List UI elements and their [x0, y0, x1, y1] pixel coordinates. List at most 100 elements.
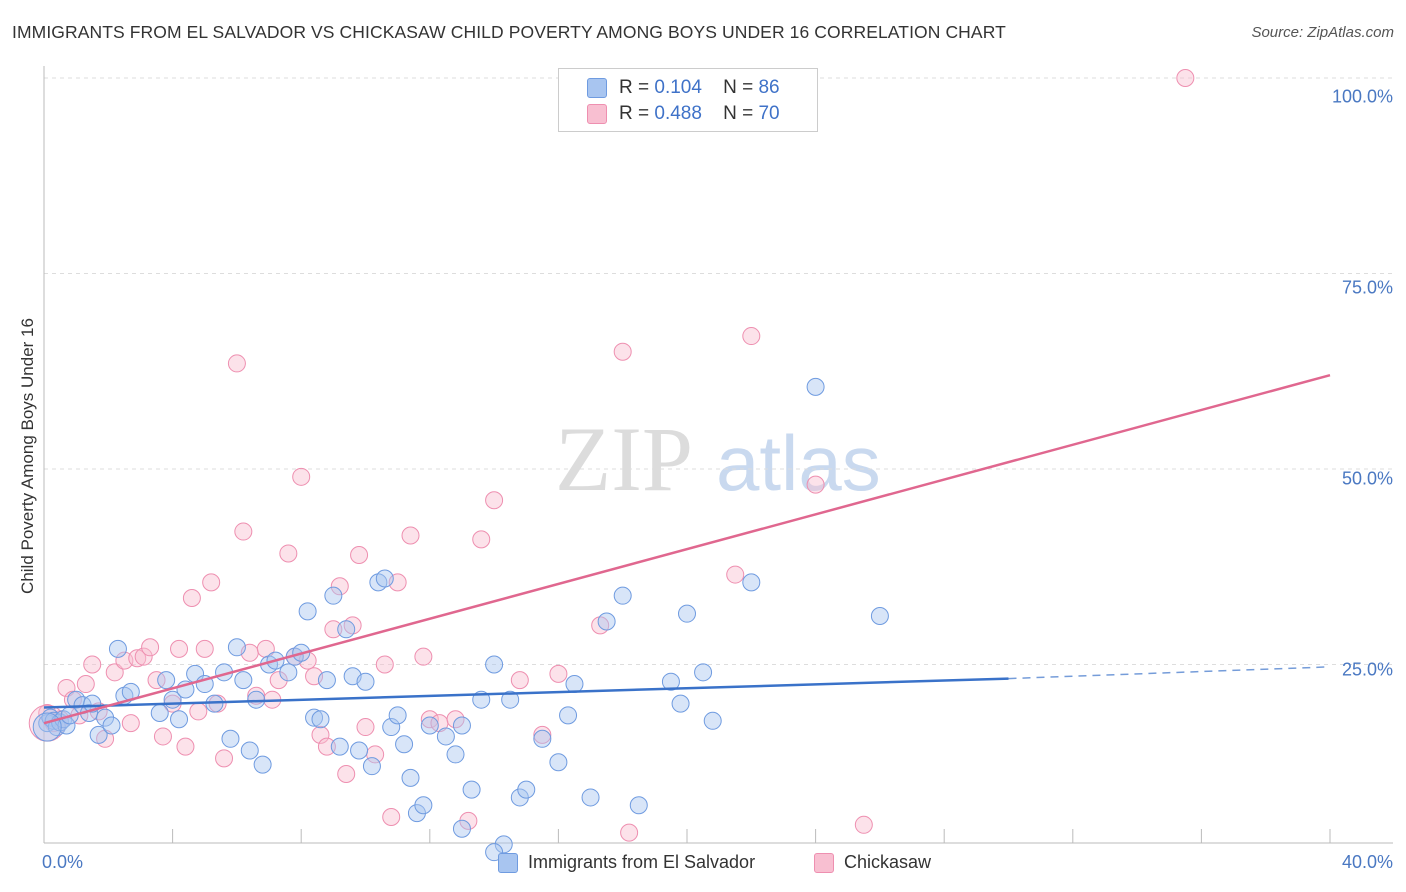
el-salvador-point: [661, 672, 680, 691]
legend-r-label: R =: [619, 103, 650, 124]
legend-n-label: N =: [723, 77, 754, 98]
el-salvador-point: [253, 755, 272, 774]
y-tick-label: 25.0%: [1341, 659, 1393, 680]
el-salvador-trend-extension: [1008, 666, 1331, 680]
el-salvador-point: [150, 703, 169, 722]
el-salvador-point: [452, 716, 471, 735]
trend-lines: [43, 373, 1331, 725]
chickasaw-trend-line: [43, 373, 1331, 725]
chickasaw-point: [195, 639, 214, 658]
chickasaw-point: [510, 671, 529, 690]
el-salvador-point: [227, 638, 246, 657]
chickasaw-point: [76, 675, 95, 694]
chickasaw-point: [227, 354, 246, 373]
x-tick-label-min: 0.0%: [42, 852, 84, 872]
chickasaw-point: [330, 577, 349, 596]
correlation-legend: R = 0.104 N = 86 R = 0.488 N = 70: [558, 68, 818, 132]
chickasaw-point: [414, 647, 433, 666]
legend-n-label: N =: [723, 103, 754, 124]
el-salvador-point: [533, 729, 552, 748]
watermark-zip: ZIP: [555, 408, 693, 510]
x-tick-label-max: 40.0%: [1341, 852, 1393, 872]
el-salvador-point: [703, 711, 722, 730]
legend-row-el-salvador: R = 0.104 N = 86: [587, 77, 780, 99]
chickasaw-point: [170, 639, 189, 658]
el-salvador-cluster-point: [32, 712, 62, 742]
el-salvador-point: [311, 710, 330, 729]
chickasaw-point: [337, 764, 356, 783]
el-salvador-point: [613, 586, 632, 605]
el-salvador-point: [102, 716, 121, 735]
chickasaw-point: [485, 491, 504, 510]
chickasaw-point: [189, 702, 208, 721]
legend-n-value: 86: [758, 77, 780, 98]
el-salvador-point: [401, 768, 420, 787]
el-salvador-point: [375, 569, 394, 588]
bottom-legend-chickasaw: Chickasaw: [814, 852, 931, 873]
el-salvador-point: [565, 675, 584, 694]
el-salvador-point: [170, 710, 189, 729]
chickasaw-point: [726, 565, 745, 584]
el-salvador-point: [678, 604, 696, 623]
y-tick-label: 50.0%: [1341, 468, 1393, 489]
chickasaw-point: [215, 749, 234, 768]
legend-row-chickasaw: R = 0.488 N = 70: [587, 103, 780, 125]
chickasaw-point: [57, 678, 76, 697]
el-salvador-point: [806, 377, 825, 396]
bottom-legend-swatch-chickasaw: [814, 852, 834, 873]
chart-title: IMMIGRANTS FROM EL SALVADOR VS CHICKASAW…: [12, 22, 1006, 42]
el-salvador-point: [517, 780, 536, 799]
chickasaw-point: [854, 815, 873, 834]
chickasaw-point: [472, 530, 491, 549]
source-label: Source: ZipAtlas.com: [1251, 24, 1394, 41]
chickasaw-point: [147, 671, 166, 690]
chickasaw-point: [375, 655, 394, 674]
el-salvador-point: [549, 753, 568, 772]
chickasaw-point: [269, 671, 288, 690]
chickasaw-point: [234, 522, 253, 541]
el-salvador-point: [597, 612, 616, 631]
chickasaw-point: [121, 714, 140, 733]
chickasaw-point: [350, 546, 369, 565]
el-salvador-point: [305, 708, 324, 727]
y-tick-label: 100.0%: [1331, 86, 1393, 107]
el-salvador-point: [870, 607, 889, 626]
bottom-legend-label-el-salvador: Immigrants from El Salvador: [528, 852, 756, 872]
watermark-atlas: atlas: [716, 419, 881, 507]
chickasaw-point: [134, 647, 153, 666]
el-salvador-point: [629, 796, 648, 815]
chickasaw-point: [742, 327, 761, 346]
grid-lines: [44, 77, 1393, 665]
el-salvador-point: [395, 735, 414, 754]
chickasaw-point: [128, 649, 147, 668]
el-salvador-point: [234, 671, 253, 690]
el-salvador-point: [420, 716, 439, 735]
chickasaw-point: [141, 638, 160, 657]
chickasaw-point: [382, 807, 401, 826]
el-salvador-point: [298, 602, 317, 621]
chickasaw-point: [256, 639, 275, 658]
chickasaw-point: [324, 620, 343, 639]
chickasaw-point: [1176, 69, 1195, 87]
chickasaw-point: [549, 664, 568, 683]
el-salvador-point: [436, 727, 455, 746]
el-salvador-point: [446, 745, 465, 764]
chickasaw-point: [83, 655, 102, 674]
legend-r-value: 0.488: [654, 103, 702, 124]
el-salvador-trend-line: [43, 677, 1009, 709]
el-salvador-point: [356, 672, 375, 691]
el-salvador-point: [330, 737, 349, 756]
el-salvador-point: [694, 663, 713, 682]
chickasaw-point: [292, 467, 311, 486]
chickasaw-point: [620, 823, 639, 842]
chickasaw-point: [182, 589, 201, 608]
legend-swatch-el-salvador: [587, 78, 607, 98]
chickasaw-point: [806, 475, 825, 494]
el-salvador-point: [317, 671, 336, 690]
el-salvador-point: [501, 690, 520, 709]
chickasaw-point: [176, 737, 195, 756]
chickasaw-point: [420, 710, 439, 729]
chickasaw-point: [153, 727, 172, 746]
el-salvador-point: [452, 819, 471, 838]
